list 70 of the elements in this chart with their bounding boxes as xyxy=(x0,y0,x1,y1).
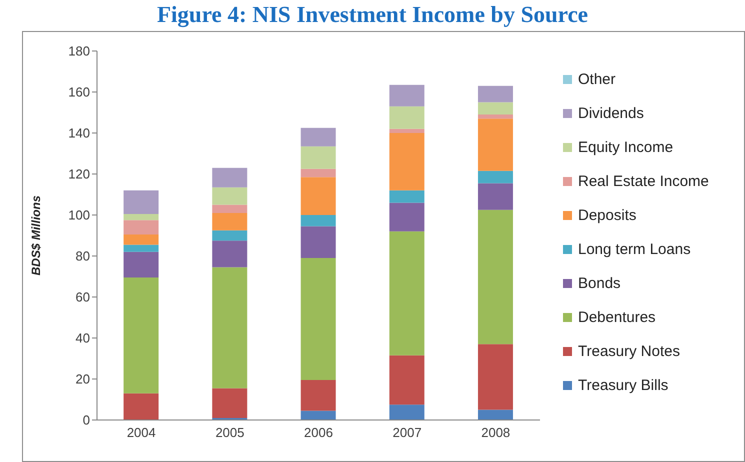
bar xyxy=(124,244,159,252)
y-tick-label: 100 xyxy=(68,208,90,223)
bar xyxy=(300,215,336,226)
bar xyxy=(478,210,513,344)
y-tick-label: 20 xyxy=(76,372,90,387)
bar xyxy=(300,168,336,178)
bar xyxy=(124,252,159,278)
bar xyxy=(478,102,513,115)
bar xyxy=(124,234,159,245)
bar xyxy=(212,204,248,213)
bar xyxy=(124,220,159,234)
y-tick-label: 140 xyxy=(68,126,90,141)
bar xyxy=(478,183,513,210)
bar xyxy=(300,128,336,146)
legend-label: Treasury Notes xyxy=(578,342,680,360)
y-tick-label: 0 xyxy=(82,412,90,428)
legend-label: Treasury Bills xyxy=(578,376,668,394)
chart-title: Figure 4: NIS Investment Income by Source xyxy=(156,2,588,27)
bar xyxy=(389,355,424,405)
bar xyxy=(212,240,248,268)
bar xyxy=(300,146,336,169)
bar xyxy=(478,410,513,420)
bar xyxy=(212,187,248,205)
bar xyxy=(389,231,424,356)
bar xyxy=(389,133,424,190)
bar xyxy=(212,168,248,188)
bar xyxy=(124,214,159,220)
y-tick-label: 40 xyxy=(76,330,90,346)
legend-label: Real Estate Income xyxy=(578,172,709,190)
bar xyxy=(478,344,513,410)
y-tick-label: 160 xyxy=(68,84,90,100)
bar xyxy=(212,230,248,241)
x-tick-label: 2004 xyxy=(126,425,156,440)
legend-label: Other xyxy=(578,70,616,88)
bar xyxy=(300,258,336,380)
bar xyxy=(389,106,424,129)
bar xyxy=(478,118,513,171)
bar xyxy=(300,380,336,411)
bar xyxy=(300,226,336,258)
legend-label: Long term Loans xyxy=(578,240,691,258)
legend-label: Dividends xyxy=(578,104,644,122)
bar xyxy=(389,190,424,203)
y-tick-label: 80 xyxy=(76,248,90,264)
bar xyxy=(212,212,248,230)
bar xyxy=(389,404,424,420)
bar xyxy=(389,84,424,106)
y-tick-label: 180 xyxy=(68,44,90,59)
bar xyxy=(478,114,513,119)
bar xyxy=(478,170,513,184)
bar xyxy=(389,128,424,133)
bar xyxy=(478,86,513,102)
bar xyxy=(300,410,336,420)
bar xyxy=(124,278,159,394)
y-tick-label: 120 xyxy=(68,166,90,182)
bar xyxy=(300,177,336,215)
x-tick-label: 2006 xyxy=(304,425,333,440)
legend-label: Bonds xyxy=(578,274,621,292)
bar xyxy=(124,393,159,420)
y-axis-title: BDS$ Millions xyxy=(29,195,43,276)
y-tick-label: 60 xyxy=(76,290,90,305)
x-tick-label: 2005 xyxy=(215,425,244,440)
bar xyxy=(389,202,424,232)
bar xyxy=(124,190,159,214)
bar xyxy=(212,388,248,418)
bar xyxy=(212,267,248,388)
legend-label: Equity Income xyxy=(578,138,674,156)
legend-label: Deposits xyxy=(578,206,636,224)
x-tick-label: 2007 xyxy=(392,425,422,440)
legend-label: Debentures xyxy=(578,308,656,326)
x-tick-label: 2008 xyxy=(481,425,510,440)
